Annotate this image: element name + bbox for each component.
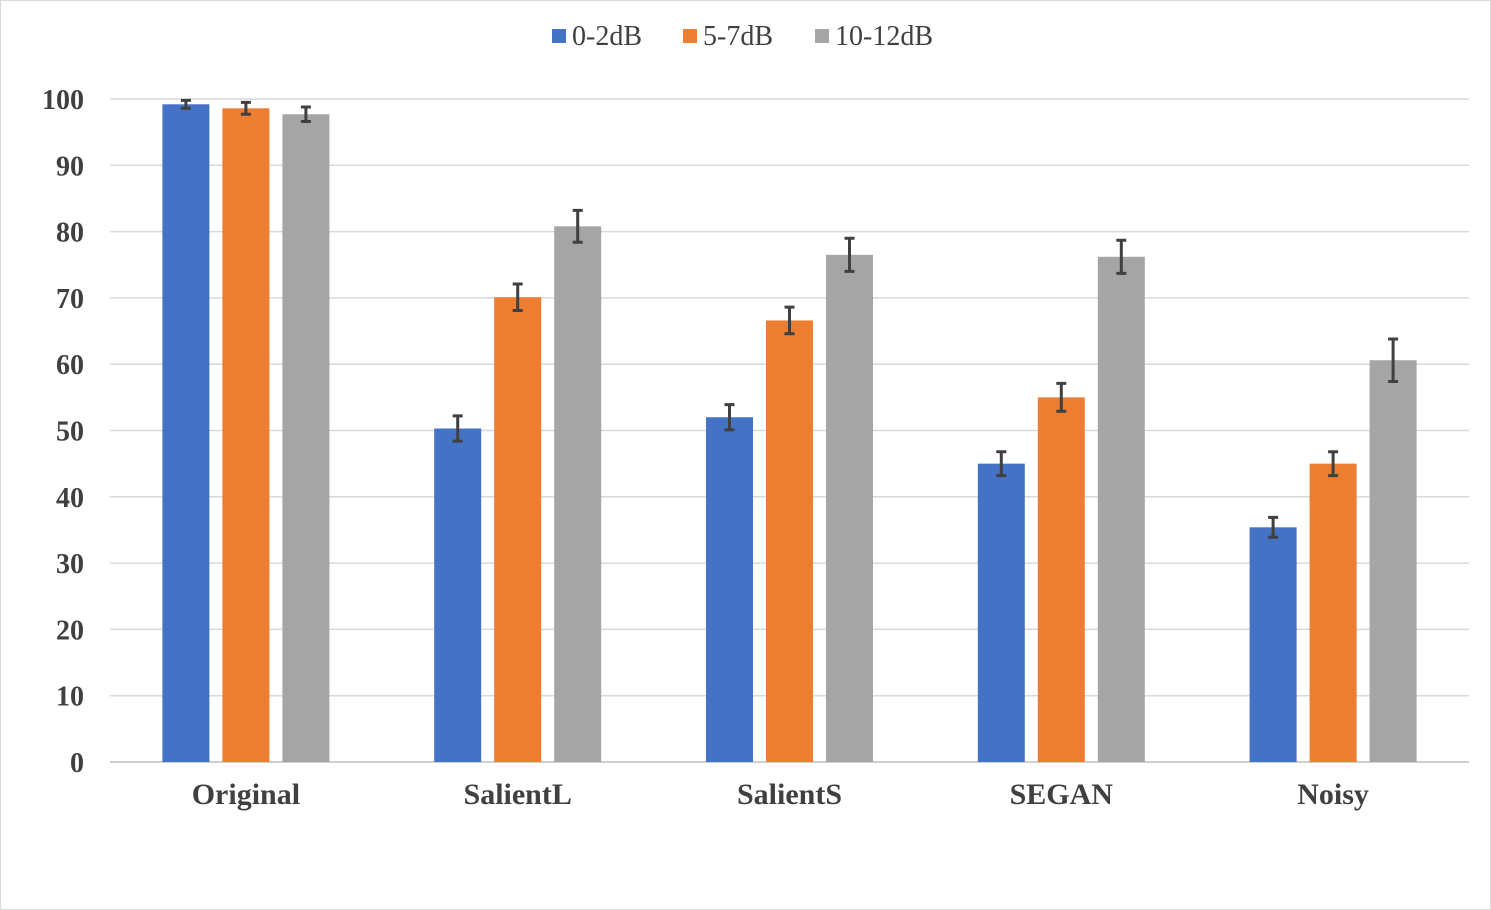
bar-original-5-7db <box>222 108 270 763</box>
bar-salients-10-12db <box>826 254 873 762</box>
error-bar-salients-5-7db <box>784 305 795 336</box>
bar-salients-5-7db <box>766 320 813 762</box>
error-bar-segan-10-12db <box>1116 238 1127 275</box>
y-tick-label: 0 <box>70 748 84 779</box>
error-bar-noisy-0-2db <box>1268 515 1279 539</box>
y-tick-label: 60 <box>56 350 84 381</box>
bar-segan-5-7db <box>1037 397 1085 762</box>
bar-original-0-2db <box>162 104 210 762</box>
legend-label: 0-2dB <box>572 21 642 52</box>
error-bar-original-10-12db <box>300 105 311 124</box>
bar-noisy-0-2db <box>1249 527 1297 762</box>
y-axis-ticks: 0 10 20 30 40 50 60 70 80 90 100 <box>42 85 84 779</box>
y-tick-label: 40 <box>56 483 84 514</box>
legend-label: 10-12dB <box>835 21 933 52</box>
error-bar-salientl-10-12db <box>572 208 583 244</box>
y-tick-label: 70 <box>56 284 84 315</box>
bar-noisy-5-7db <box>1309 463 1357 762</box>
error-bar-salients-0-2db <box>724 403 735 432</box>
bar-salients-0-2db <box>706 417 753 762</box>
y-tick-label: 30 <box>56 549 84 580</box>
error-bar-salientl-0-2db <box>452 414 463 443</box>
y-tick-label: 100 <box>42 85 84 116</box>
legend-label: 5-7dB <box>703 21 773 52</box>
bar-salientl-10-12db <box>554 226 602 762</box>
bar-original-10-12db <box>282 114 330 762</box>
legend-swatch <box>552 29 566 43</box>
error-bar-noisy-10-12db <box>1388 337 1399 383</box>
bars <box>162 104 1417 763</box>
x-category-label: SalientL <box>464 778 572 811</box>
error-bar-original-0-2db <box>180 98 191 110</box>
legend-swatch <box>815 29 829 43</box>
bar-salientl-5-7db <box>494 297 542 762</box>
error-bar-segan-5-7db <box>1056 381 1067 413</box>
legend-swatch <box>683 29 697 43</box>
bar-segan-10-12db <box>1097 256 1145 762</box>
bar-salientl-0-2db <box>434 428 482 762</box>
x-category-label: Noisy <box>1297 778 1369 811</box>
bar-noisy-10-12db <box>1369 360 1417 762</box>
error-bar-salientl-5-7db <box>512 282 523 312</box>
y-tick-label: 90 <box>56 151 84 182</box>
error-bar-original-5-7db <box>240 100 251 116</box>
y-tick-label: 20 <box>56 615 84 646</box>
bar-segan-0-2db <box>977 463 1025 762</box>
x-category-label: SEGAN <box>1010 778 1114 811</box>
error-bars <box>180 98 1399 539</box>
legend: 0-2dB 5-7dB 10-12dB <box>552 21 933 52</box>
y-tick-label: 80 <box>56 218 84 249</box>
y-tick-label: 10 <box>56 682 84 713</box>
error-bar-noisy-5-7db <box>1328 450 1339 478</box>
gridlines <box>110 98 1469 763</box>
x-category-label: Original <box>192 778 300 811</box>
y-tick-label: 50 <box>56 417 84 448</box>
x-category-label: SalientS <box>737 778 842 811</box>
x-axis-categories: Original SalientL SalientS SEGAN Noisy <box>192 778 1369 811</box>
error-bar-salients-10-12db <box>844 236 855 273</box>
error-bar-segan-0-2db <box>996 450 1007 478</box>
